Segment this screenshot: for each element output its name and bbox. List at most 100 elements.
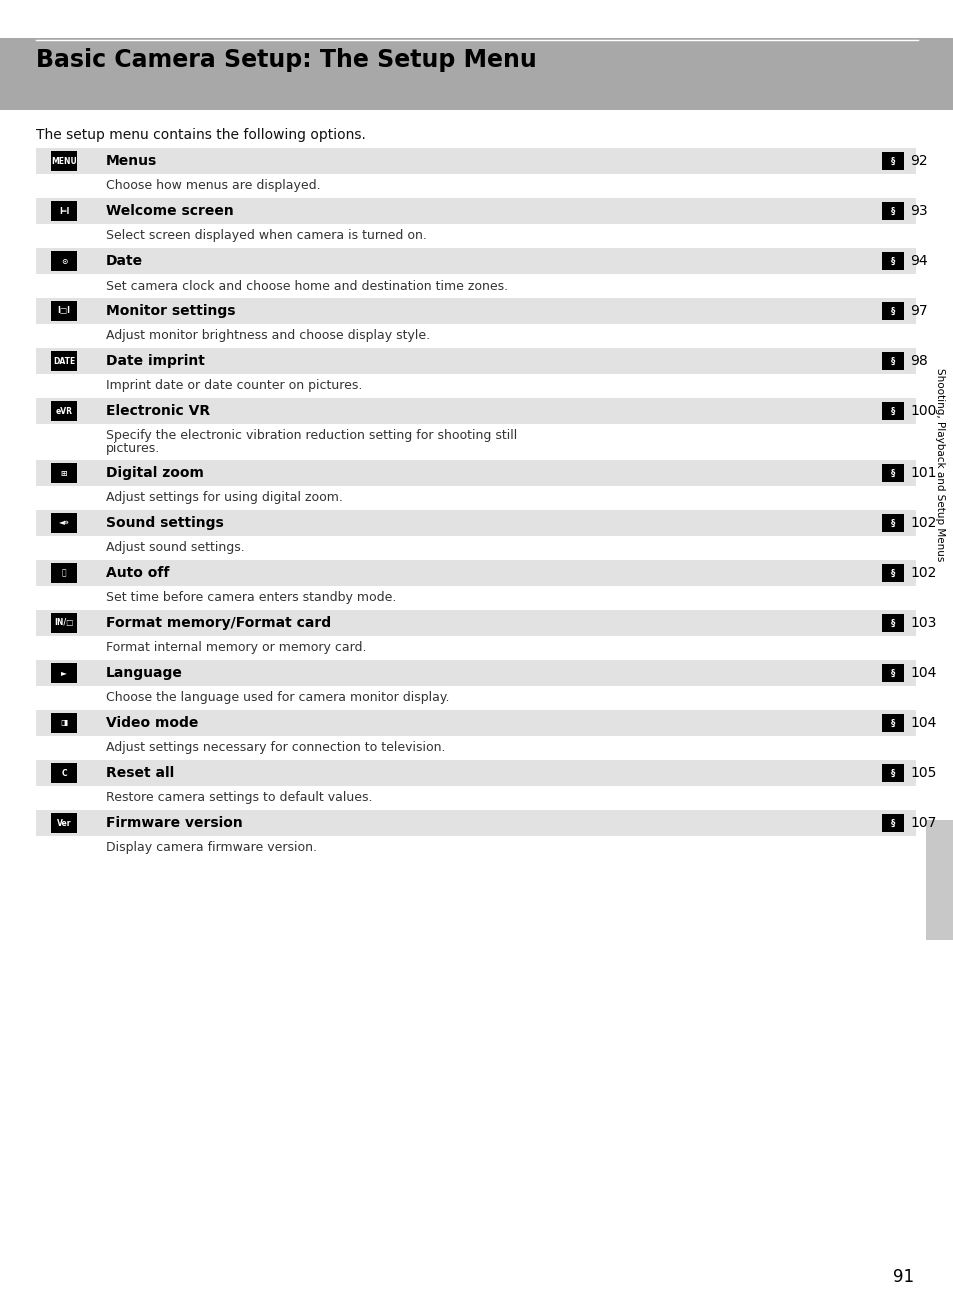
Bar xyxy=(36,786,915,809)
Text: §: § xyxy=(890,669,894,678)
Bar xyxy=(36,348,915,374)
Text: Video mode: Video mode xyxy=(106,716,198,731)
Bar xyxy=(882,763,903,782)
Bar xyxy=(51,463,77,484)
Text: Display camera firmware version.: Display camera firmware version. xyxy=(106,841,316,854)
Bar xyxy=(36,759,915,786)
Bar xyxy=(36,660,915,686)
Bar xyxy=(36,374,915,398)
Text: Auto off: Auto off xyxy=(106,566,170,579)
Text: 107: 107 xyxy=(909,816,936,830)
Text: §: § xyxy=(890,406,894,415)
Text: Monitor settings: Monitor settings xyxy=(106,304,235,318)
Text: Imprint date or date counter on pictures.: Imprint date or date counter on pictures… xyxy=(106,380,362,393)
Text: §: § xyxy=(890,519,894,527)
Text: Menus: Menus xyxy=(106,154,157,168)
Bar xyxy=(36,610,915,636)
Text: Format memory/Format card: Format memory/Format card xyxy=(106,616,331,629)
Text: Sound settings: Sound settings xyxy=(106,516,224,530)
Text: 102: 102 xyxy=(909,516,936,530)
Bar xyxy=(882,464,903,482)
Text: Date imprint: Date imprint xyxy=(106,353,205,368)
Text: MENU: MENU xyxy=(51,156,77,166)
Bar xyxy=(882,514,903,532)
Text: 105: 105 xyxy=(909,766,936,781)
Bar xyxy=(36,736,915,759)
Bar xyxy=(0,38,953,110)
Bar xyxy=(882,813,903,832)
Text: Digital zoom: Digital zoom xyxy=(106,466,204,480)
Bar xyxy=(51,813,77,833)
Text: Ver: Ver xyxy=(56,819,71,828)
Text: 103: 103 xyxy=(909,616,936,629)
Text: Language: Language xyxy=(106,666,183,681)
Bar xyxy=(36,223,915,248)
Text: 93: 93 xyxy=(909,204,926,218)
Bar xyxy=(36,248,915,275)
Bar xyxy=(36,836,915,859)
Bar xyxy=(36,560,915,586)
Bar xyxy=(51,301,77,321)
Text: §: § xyxy=(890,619,894,628)
Bar xyxy=(925,110,953,820)
Bar xyxy=(882,614,903,632)
Text: Select screen displayed when camera is turned on.: Select screen displayed when camera is t… xyxy=(106,230,426,243)
Text: Set camera clock and choose home and destination time zones.: Set camera clock and choose home and des… xyxy=(106,280,508,293)
Text: §: § xyxy=(890,469,894,477)
Bar xyxy=(36,148,915,173)
Text: Reset all: Reset all xyxy=(106,766,174,781)
Text: Electronic VR: Electronic VR xyxy=(106,403,210,418)
Text: §: § xyxy=(890,719,894,728)
Bar xyxy=(51,251,77,271)
Bar xyxy=(882,564,903,582)
Text: Shooting, Playback and Setup Menus: Shooting, Playback and Setup Menus xyxy=(934,368,944,561)
Bar xyxy=(36,298,915,325)
Text: C: C xyxy=(61,769,67,778)
Bar xyxy=(51,401,77,420)
Bar xyxy=(51,714,77,733)
Text: 100: 100 xyxy=(909,403,936,418)
Text: The setup menu contains the following options.: The setup menu contains the following op… xyxy=(36,127,366,142)
Text: Adjust sound settings.: Adjust sound settings. xyxy=(106,541,245,555)
Bar xyxy=(882,402,903,420)
Text: Adjust settings necessary for connection to television.: Adjust settings necessary for connection… xyxy=(106,741,445,754)
Text: 98: 98 xyxy=(909,353,926,368)
Text: Firmware version: Firmware version xyxy=(106,816,242,830)
Bar xyxy=(51,614,77,633)
Bar xyxy=(36,325,915,348)
Text: 91: 91 xyxy=(892,1268,913,1286)
Text: Basic Camera Setup: The Setup Menu: Basic Camera Setup: The Setup Menu xyxy=(36,49,537,72)
Bar xyxy=(36,460,915,486)
Text: IN/□: IN/□ xyxy=(54,619,73,628)
Bar xyxy=(882,664,903,682)
Bar xyxy=(36,173,915,198)
Text: ◨: ◨ xyxy=(60,719,68,728)
Text: §: § xyxy=(890,569,894,577)
Bar xyxy=(51,763,77,783)
Text: I═I: I═I xyxy=(59,206,70,215)
Text: 92: 92 xyxy=(909,154,926,168)
Bar xyxy=(36,809,915,836)
Bar xyxy=(882,152,903,170)
Bar xyxy=(51,562,77,583)
Text: Choose how menus are displayed.: Choose how menus are displayed. xyxy=(106,180,320,192)
Text: ⌛: ⌛ xyxy=(62,569,67,577)
Bar xyxy=(36,486,915,510)
Text: §: § xyxy=(890,156,894,166)
Bar xyxy=(882,352,903,371)
Text: Set time before camera enters standby mode.: Set time before camera enters standby mo… xyxy=(106,591,395,604)
Bar xyxy=(51,151,77,171)
Text: 104: 104 xyxy=(909,716,936,731)
Bar xyxy=(882,302,903,321)
Bar xyxy=(51,351,77,371)
Text: Welcome screen: Welcome screen xyxy=(106,204,233,218)
Text: §: § xyxy=(890,206,894,215)
Text: DATE: DATE xyxy=(52,356,75,365)
Text: Specify the electronic vibration reduction setting for shooting still: Specify the electronic vibration reducti… xyxy=(106,428,517,442)
Bar xyxy=(882,252,903,269)
Bar xyxy=(36,536,915,560)
Bar xyxy=(882,202,903,219)
Text: Adjust monitor brightness and choose display style.: Adjust monitor brightness and choose dis… xyxy=(106,330,430,343)
Text: 97: 97 xyxy=(909,304,926,318)
Text: 101: 101 xyxy=(909,466,936,480)
